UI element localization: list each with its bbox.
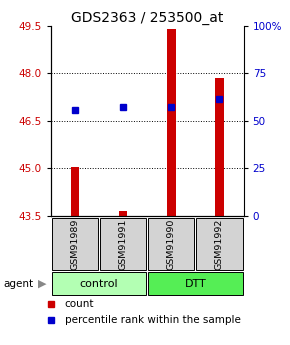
Bar [148,218,194,270]
Text: count: count [65,299,94,309]
Bar [119,211,127,216]
Bar [148,272,243,295]
Bar [196,218,243,270]
Bar [52,272,146,295]
Bar [167,29,176,216]
Text: control: control [80,279,118,289]
Text: DTT: DTT [184,279,206,289]
Bar [100,218,146,270]
Text: percentile rank within the sample: percentile rank within the sample [65,315,241,325]
Text: GSM91989: GSM91989 [70,218,79,270]
Text: ▶: ▶ [38,279,46,289]
Bar [70,167,79,216]
Text: GSM91990: GSM91990 [167,218,176,270]
Bar [215,78,224,216]
Bar [52,218,98,270]
Title: GDS2363 / 253500_at: GDS2363 / 253500_at [71,11,223,25]
Text: GSM91991: GSM91991 [119,218,128,270]
Text: agent: agent [3,279,33,289]
Text: GSM91992: GSM91992 [215,218,224,270]
